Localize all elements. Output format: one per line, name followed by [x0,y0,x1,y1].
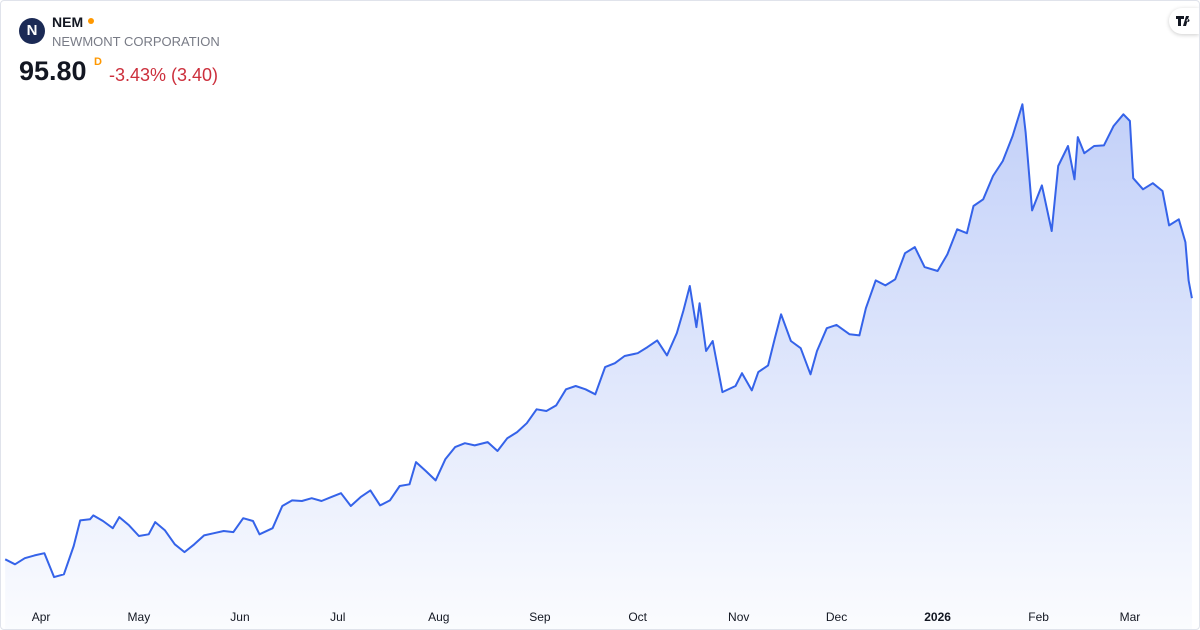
interval: D [94,56,102,68]
brand-icon [1176,16,1190,26]
x-tick-label: May [128,610,151,624]
x-tick-label: Nov [728,610,749,624]
x-tick-label: Aug [428,610,449,624]
company-name: NEWMONT CORPORATION [52,34,220,49]
area-fill [5,104,1192,629]
x-tick-label: Jun [230,610,249,624]
x-tick-label: Oct [628,610,647,624]
price-change: -3.43% (3.40) [109,65,219,85]
x-tick-label: Apr [32,610,51,624]
x-tick-label: Mar [1120,610,1141,624]
x-tick-label: Dec [826,610,847,624]
price-line [4,103,1193,579]
x-tick-label: Sep [529,610,551,624]
company-logo: N [19,18,45,44]
x-tick-label: Feb [1028,610,1049,624]
symbol: NEM [52,14,84,30]
x-tick-label: 2026 [924,610,951,624]
x-tick-label: Jul [330,610,345,624]
brand-badge[interactable] [1169,8,1199,34]
last-price: 95.80 [19,56,87,86]
market-status-dot [88,18,94,24]
